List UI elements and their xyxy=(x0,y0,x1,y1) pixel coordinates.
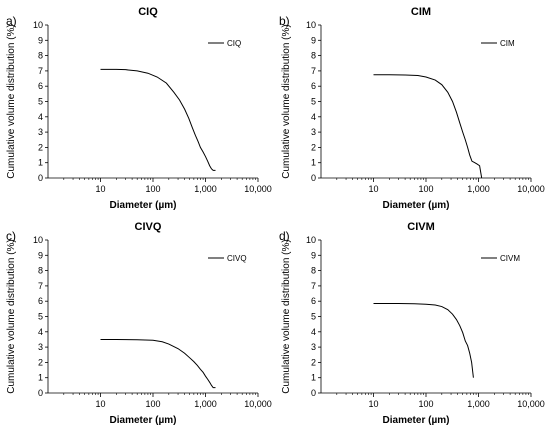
x-axis-title: Diameter (µm) xyxy=(110,415,177,426)
y-tick-label: 0 xyxy=(311,388,316,398)
chart-panel: b) CIM 0 1 2 3 4 5 6 7 8 9 10 10 100 1,000 10,000 Diamete… xyxy=(279,6,545,211)
panel-label: b) xyxy=(279,14,290,28)
series-line xyxy=(373,303,474,378)
chart-panel: a) CIQ 0 1 2 3 4 5 6 7 8 9 10 10 100 1,000 10,000 Diamete… xyxy=(6,6,272,211)
legend-label: CIM xyxy=(500,39,515,48)
y-tick-label: 10 xyxy=(306,235,316,245)
y-tick-label: 1 xyxy=(311,158,316,168)
x-tick-label: 100 xyxy=(418,399,433,409)
y-tick-label: 0 xyxy=(38,173,43,183)
panel-label: c) xyxy=(6,229,16,243)
y-tick-label: 5 xyxy=(311,312,316,322)
y-tick-label: 9 xyxy=(311,35,316,45)
chart-title: CIM xyxy=(411,6,431,18)
y-tick-label: 8 xyxy=(311,266,316,276)
y-tick-label: 5 xyxy=(38,97,43,107)
y-tick-label: 3 xyxy=(38,342,43,352)
y-tick-label: 6 xyxy=(311,81,316,91)
y-tick-label: 9 xyxy=(38,35,43,45)
x-tick-label: 100 xyxy=(418,184,433,194)
legend-label: CIQ xyxy=(227,39,241,48)
x-tick-label: 10 xyxy=(368,184,378,194)
y-tick-label: 10 xyxy=(306,20,316,30)
chart-panel: d) CIVM 0 1 2 3 4 5 6 7 8 9 10 10 100 1,000 10,000 Diamet… xyxy=(279,221,545,426)
x-tick-label: 10 xyxy=(95,184,105,194)
y-axis-title: Cumulative volume distribution (%) xyxy=(6,239,17,394)
legend-label: CIVM xyxy=(500,254,520,263)
y-tick-label: 2 xyxy=(38,142,43,152)
x-tick-label: 1,000 xyxy=(467,184,490,194)
x-tick-label: 1,000 xyxy=(467,399,490,409)
chart-title: CIVQ xyxy=(135,221,162,233)
y-tick-label: 10 xyxy=(33,235,43,245)
y-tick-label: 7 xyxy=(38,281,43,291)
x-tick-label: 10,000 xyxy=(244,399,272,409)
y-tick-label: 0 xyxy=(311,173,316,183)
y-axis-title: Cumulative volume distribution (%) xyxy=(281,239,292,394)
panel-label: d) xyxy=(279,229,290,243)
x-tick-label: 100 xyxy=(145,184,160,194)
x-tick-label: 100 xyxy=(145,399,160,409)
y-tick-label: 7 xyxy=(311,66,316,76)
y-tick-label: 1 xyxy=(311,373,316,383)
y-tick-label: 4 xyxy=(38,112,43,122)
series-line xyxy=(373,74,483,179)
x-axis-title: Diameter (µm) xyxy=(383,415,450,426)
chart-title: CIQ xyxy=(138,6,158,18)
y-tick-label: 9 xyxy=(38,250,43,260)
y-axis-title: Cumulative volume distribution (%) xyxy=(281,24,292,179)
y-tick-label: 7 xyxy=(311,281,316,291)
y-tick-label: 3 xyxy=(38,127,43,137)
y-tick-label: 2 xyxy=(38,357,43,367)
panel-label: a) xyxy=(6,14,17,28)
chart-panel: c) CIVQ 0 1 2 3 4 5 6 7 8 9 10 10 100 1,000 10,000 Diamet… xyxy=(6,221,272,426)
y-tick-label: 9 xyxy=(311,250,316,260)
y-tick-label: 3 xyxy=(311,342,316,352)
y-tick-label: 4 xyxy=(311,327,316,337)
x-tick-label: 10,000 xyxy=(244,184,272,194)
y-tick-label: 1 xyxy=(38,373,43,383)
x-tick-label: 10,000 xyxy=(517,184,545,194)
y-tick-label: 7 xyxy=(38,66,43,76)
y-tick-label: 8 xyxy=(38,266,43,276)
y-tick-label: 0 xyxy=(38,388,43,398)
y-tick-label: 6 xyxy=(38,81,43,91)
series-line xyxy=(100,338,216,389)
x-tick-label: 10,000 xyxy=(517,399,545,409)
y-tick-label: 8 xyxy=(311,51,316,61)
y-tick-label: 8 xyxy=(38,51,43,61)
y-tick-label: 6 xyxy=(311,296,316,306)
y-tick-label: 6 xyxy=(38,296,43,306)
x-tick-label: 1,000 xyxy=(194,184,217,194)
y-tick-label: 5 xyxy=(311,97,316,107)
y-tick-label: 2 xyxy=(311,357,316,367)
y-axis-title: Cumulative volume distribution (%) xyxy=(6,24,17,179)
series-line xyxy=(100,68,216,171)
x-axis-title: Diameter (µm) xyxy=(383,200,450,211)
chart-title: CIVM xyxy=(407,221,435,233)
y-tick-label: 3 xyxy=(311,127,316,137)
x-tick-label: 10 xyxy=(95,399,105,409)
y-tick-label: 1 xyxy=(38,158,43,168)
x-axis-title: Diameter (µm) xyxy=(110,200,177,211)
legend-label: CIVQ xyxy=(227,254,247,263)
y-tick-label: 5 xyxy=(38,312,43,322)
x-tick-label: 10 xyxy=(368,399,378,409)
x-tick-label: 1,000 xyxy=(194,399,217,409)
y-tick-label: 4 xyxy=(311,112,316,122)
y-tick-label: 2 xyxy=(311,142,316,152)
y-tick-label: 4 xyxy=(38,327,43,337)
y-tick-label: 10 xyxy=(33,20,43,30)
